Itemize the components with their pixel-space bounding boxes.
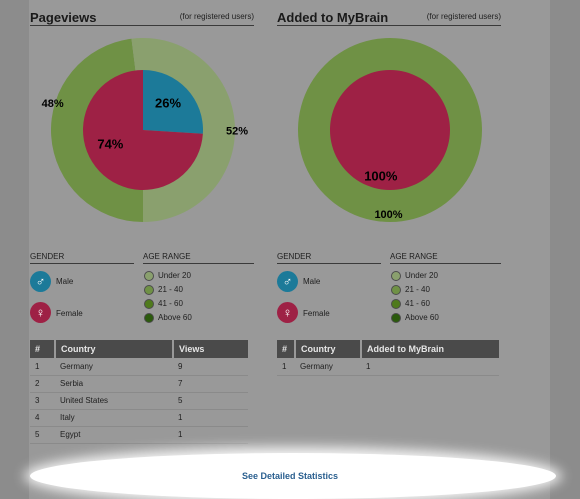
table-header-row: # Country Added to MyBrain: [277, 340, 499, 358]
age-label-21-40: 21 - 40: [405, 285, 430, 294]
table-row: 1 Germany 1: [277, 358, 499, 376]
panel-note: (for registered users): [179, 12, 254, 21]
column-header-country: Country: [55, 340, 174, 358]
female-icon: ♀: [30, 302, 51, 323]
female-icon: ♀: [277, 302, 298, 323]
male-icon: ♂: [277, 271, 298, 292]
cell-rank: 3: [30, 392, 55, 410]
age-under-20-dot: [144, 271, 154, 281]
cell-views: 9: [173, 358, 248, 376]
cell-country: Egypt: [55, 426, 173, 444]
column-header-rank: #: [30, 340, 56, 358]
age-21-40-dot: [144, 285, 154, 295]
pageviews-pie-chart: 48% 52% 26% 74%: [42, 38, 248, 222]
column-header-views: Views: [173, 340, 248, 358]
panel-header: Added to MyBrain (for registered users): [277, 10, 501, 26]
cell-country: Germany: [295, 358, 361, 376]
inner-label: 74%: [97, 137, 123, 152]
panel-title: Pageviews: [30, 10, 97, 25]
table-row: 5 Egypt 1: [30, 426, 248, 444]
age-range-heading: AGE RANGE: [143, 252, 254, 264]
table-header-row: # Country Views: [30, 340, 248, 358]
age-under-20-dot: [391, 271, 401, 281]
see-detailed-statistics-link[interactable]: See Detailed Statistics: [241, 471, 339, 481]
outer-label: 100%: [374, 209, 402, 221]
panel-title: Added to MyBrain: [277, 10, 389, 25]
age-above-60-dot: [391, 313, 401, 323]
outer-label: 52%: [226, 126, 248, 138]
panel-header: Pageviews (for registered users): [30, 10, 254, 26]
age-label-under-20: Under 20: [405, 271, 438, 280]
pageviews-country-table: # Country Views 1 Germany 9 2 Serbia 7 3…: [30, 340, 248, 444]
table-row: 3 United States 5: [30, 392, 248, 410]
cell-country: United States: [55, 392, 173, 410]
age-label-21-40: 21 - 40: [158, 285, 183, 294]
cell-views: 5: [173, 392, 248, 410]
age-label-41-60: 41 - 60: [405, 299, 430, 308]
mybrain-pie-chart: 100% 100%: [297, 38, 482, 222]
age-21-40-dot: [391, 285, 401, 295]
cell-rank: 4: [30, 409, 55, 427]
cell-rank: 2: [30, 375, 55, 393]
male-icon: ♂: [30, 271, 51, 292]
age-label-above-60: Above 60: [158, 313, 192, 322]
mybrain-country-table: # Country Added to MyBrain 1 Germany 1: [277, 340, 499, 376]
cell-rank: 5: [30, 426, 55, 444]
cell-views: 7: [173, 375, 248, 393]
age-41-60-dot: [144, 299, 154, 309]
inner-label: 26%: [155, 96, 181, 111]
gender-label-female: Female: [303, 309, 330, 318]
age-41-60-dot: [391, 299, 401, 309]
age-label-under-20: Under 20: [158, 271, 191, 280]
age-label-above-60: Above 60: [405, 313, 439, 322]
panel-note: (for registered users): [426, 12, 501, 21]
gender-label-female: Female: [56, 309, 83, 318]
cell-country: Serbia: [55, 375, 173, 393]
table-row: 2 Serbia 7: [30, 375, 248, 393]
footer-highlight: [30, 453, 556, 499]
inner-slice-female: [329, 70, 450, 190]
column-header-added: Added to MyBrain: [361, 340, 499, 358]
gender-heading: GENDER: [30, 252, 134, 264]
inner-label: 100%: [364, 169, 398, 184]
gender-label-male: Male: [303, 277, 321, 286]
column-header-rank: #: [277, 340, 296, 358]
cell-country: Germany: [55, 358, 173, 376]
gender-heading: GENDER: [277, 252, 381, 264]
cell-rank: 1: [30, 358, 55, 376]
outer-label: 48%: [42, 98, 64, 110]
inner-slice-female: [83, 70, 203, 190]
age-label-41-60: 41 - 60: [158, 299, 183, 308]
age-above-60-dot: [144, 313, 154, 323]
age-range-heading: AGE RANGE: [390, 252, 501, 264]
cell-rank: 1: [277, 358, 295, 376]
cell-added: 1: [361, 358, 499, 376]
cell-views: 1: [173, 409, 248, 427]
gender-label-male: Male: [56, 277, 74, 286]
inner-slice-male: [143, 70, 204, 134]
table-row: 4 Italy 1: [30, 409, 248, 427]
cell-views: 1: [173, 426, 248, 444]
cell-country: Italy: [55, 409, 173, 427]
table-row: 1 Germany 9: [30, 358, 248, 376]
column-header-country: Country: [295, 340, 362, 358]
